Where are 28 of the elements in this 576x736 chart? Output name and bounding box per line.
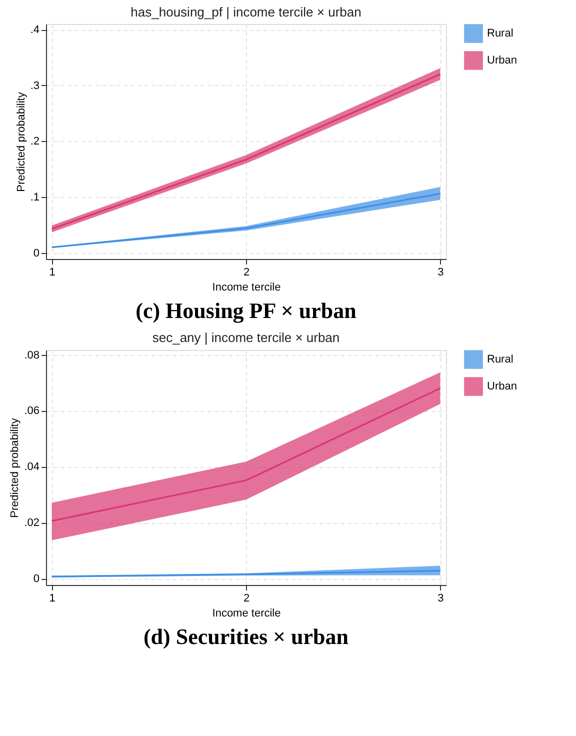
legend-label: Rural [487,354,514,366]
y-tick-label: .08 [24,349,40,362]
x-tick-label: 2 [243,266,250,278]
x-axis-title: Income tercile [212,282,281,294]
y-tick-label: 0 [33,573,40,586]
text: (d) Securities × urban [143,624,349,649]
x-tick-label: 1 [49,592,56,604]
x-tick-label: 1 [49,266,56,278]
chart-title: sec_any | income tercile × urban [152,330,340,345]
y-tick-label: .3 [30,80,40,92]
y-axis-title: Predicted probability [9,418,22,518]
x-tick-label: 3 [438,592,444,604]
y-tick-label: 0 [33,247,40,260]
x-tick-label: 2 [243,592,250,604]
legend-label: Rural [487,28,514,40]
y-tick-label: .02 [24,517,40,530]
x-axis-title: Income tercile [212,608,281,620]
y-tick-label: .06 [24,405,40,418]
x-tick-label: 3 [438,266,444,278]
legend-label: Urban [487,380,517,392]
y-tick-label: .1 [30,192,40,204]
y-tick-label: .4 [30,24,40,36]
text: (c) Housing PF × urban [136,298,356,323]
y-axis-title: Predicted probability [15,92,28,192]
y-tick-label: .04 [24,461,40,474]
chart-title: has_housing_pf | income tercile × urban [130,4,362,20]
legend-label: Urban [487,54,517,66]
y-tick-label: .2 [30,136,40,148]
